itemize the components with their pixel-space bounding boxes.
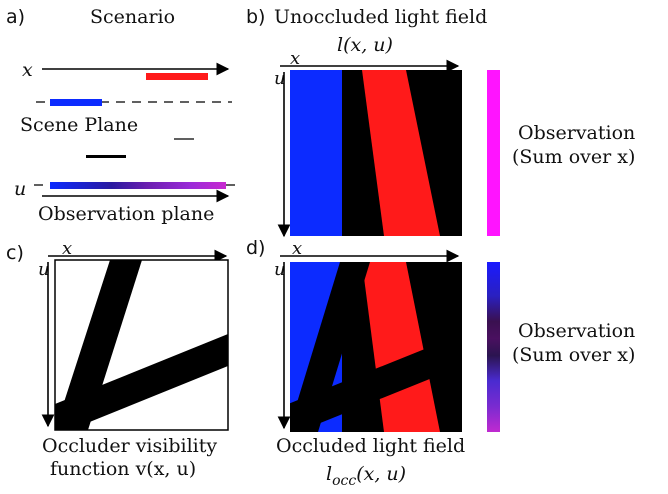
- panel-c-u-label: u: [38, 259, 50, 280]
- panel-d-caption-1: Occluded light field: [276, 435, 465, 457]
- blue-light-source: [50, 99, 102, 106]
- panel-a-title: Scenario: [90, 6, 175, 28]
- x-axis-label: x: [22, 59, 33, 81]
- panel-b-lightfield: [290, 70, 462, 236]
- blue-band: [290, 70, 342, 236]
- panel-b-observation-bar: [487, 70, 500, 236]
- u-axis-label: u: [14, 178, 26, 200]
- observation-plane-label: Observation plane: [38, 203, 214, 225]
- panel-d-obs-label-1: Observation: [518, 320, 635, 342]
- panel-c-x-label: x: [62, 238, 72, 259]
- panel-d-obs-label-2: (Sum over x): [512, 344, 635, 366]
- panel-d-tag: d): [246, 237, 265, 259]
- occluder-shadow-shallow: [290, 334, 462, 432]
- panel-c-visibility-map: [55, 260, 228, 430]
- panel-d-lightfield: [290, 262, 462, 432]
- red-light-source: [146, 73, 208, 80]
- panel-b-obs-label-1: Observation: [518, 122, 635, 144]
- panel-d-observation-bar: [487, 262, 500, 432]
- panel-d-occluded: d) x u Observation (Sum over x) Occluded…: [246, 237, 635, 489]
- observation-strip: [50, 182, 226, 189]
- panel-b-tag: b): [246, 6, 265, 28]
- panel-b-obs-label-2: (Sum over x): [512, 146, 635, 168]
- panel-d-caption-2-tail: (x, u): [356, 463, 406, 485]
- red-band: [362, 70, 440, 236]
- panel-a-scenario: a) Scenario x Scene Plane u Observation …: [6, 6, 236, 225]
- panel-b-unoccluded: b) Unoccluded light field l(x, u) x u Ob…: [246, 6, 635, 238]
- panel-b-x-label: x: [290, 48, 300, 69]
- panel-d-u-label: u: [274, 259, 286, 280]
- panel-c-caption-2: function v(x, u): [50, 458, 196, 480]
- scene-plane-label: Scene Plane: [20, 114, 138, 136]
- panel-c-tag: c): [6, 242, 24, 264]
- panel-b-u-label: u: [274, 68, 286, 89]
- panel-d-caption-2-l: l: [326, 463, 332, 485]
- panel-d-x-label: x: [292, 238, 302, 259]
- panel-d-caption-2: locc(x, u): [326, 463, 406, 489]
- panel-c-visibility: c) x u Occluder visibility function v(x,…: [6, 238, 229, 480]
- occluder-band-steep: [55, 260, 142, 430]
- panel-c-frame: [54, 259, 229, 431]
- occluder-bar: [86, 155, 126, 158]
- occluder-band-shallow: [55, 334, 228, 430]
- panel-b-title: Unoccluded light field: [274, 6, 487, 28]
- panel-c-caption-1: Occluder visibility: [42, 435, 217, 457]
- panel-d-caption-2-sub: occ: [332, 473, 356, 489]
- panel-a-tag: a): [6, 6, 25, 28]
- panel-b-formula: l(x, u): [337, 34, 393, 56]
- occluder-shadow-steep: [290, 262, 370, 432]
